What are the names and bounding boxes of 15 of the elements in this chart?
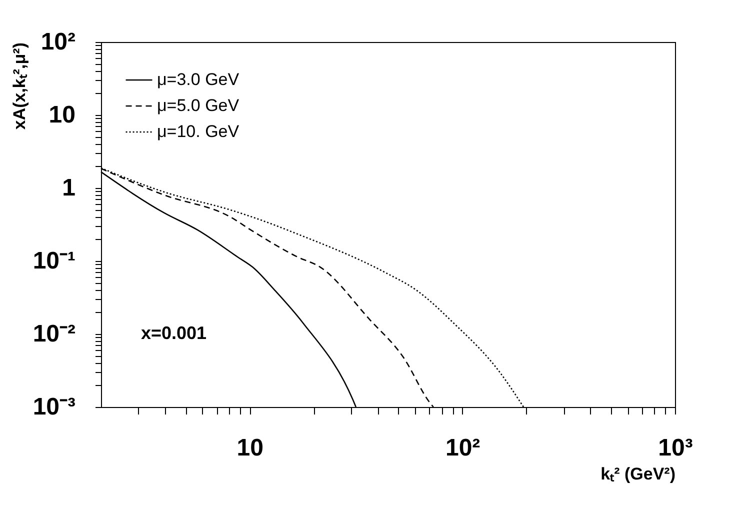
legend-label: μ=10. GeV [157, 122, 240, 141]
x-axis-title: kₜ² (GeV²) [600, 464, 676, 484]
annotation: x=0.001 [141, 323, 207, 343]
y-tick-label: 10 [48, 102, 76, 128]
y-tick-label: 1 [62, 174, 76, 202]
legend-label: μ=5.0 GeV [157, 96, 240, 115]
x-tick-label: 10 [236, 434, 264, 462]
y-tick-label: 10⁻³ [32, 394, 76, 420]
y-tick-label: 10⁻² [32, 320, 76, 348]
x-tick-label: 10³ [658, 434, 693, 462]
y-axis-title: xA(x,kₜ²,μ²) [10, 42, 29, 130]
y-tick-label: 10⁻¹ [32, 248, 76, 274]
x-tick-label: 10² [445, 434, 480, 462]
legend-label: μ=3.0 GeV [157, 70, 240, 89]
y-tick-label: 10² [40, 28, 76, 56]
